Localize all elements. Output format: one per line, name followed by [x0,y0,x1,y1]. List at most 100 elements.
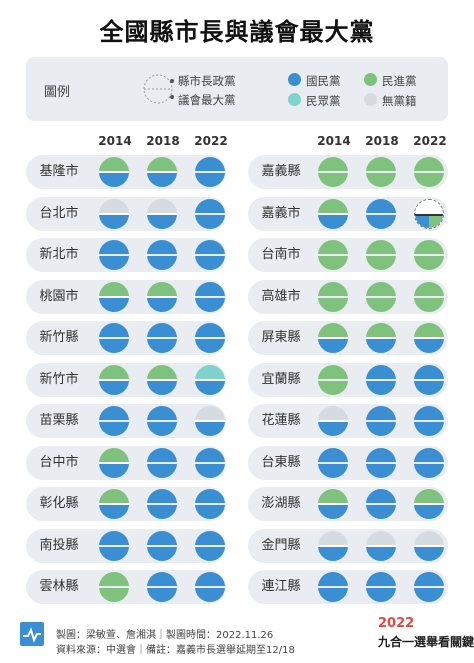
result-circle-2022 [195,157,225,187]
result-circle-2022 [414,489,444,519]
result-circle-2018 [147,240,177,270]
city-row: 桃園市 [26,279,226,314]
city-row: 台北市 [26,196,226,231]
ind-swatch-icon [364,93,377,106]
result-circle-2022 [195,323,225,353]
brand-name: 九合一選舉看關鍵 [378,635,474,649]
result-circle-2014 [99,447,129,478]
city-name: 嘉義市 [261,205,301,221]
city-name: 新竹縣 [39,330,79,345]
result-circle-2018 [366,572,396,602]
result-circle-2014 [99,364,129,395]
result-circle-2022 [414,157,444,187]
city-name: 桃園市 [39,288,79,304]
city-row: 新北市 [26,238,226,272]
city-row: 苗栗縣 [26,404,226,438]
result-circle-2014 [99,572,129,602]
city-name: 嘉義縣 [261,164,301,179]
result-circle-2018 [147,364,177,395]
city-row: 雲林縣 [26,570,226,604]
year-header-2014-right: 2014 [317,134,351,148]
city-row: 南投縣 [26,528,226,563]
result-circle-2022 [195,530,225,561]
result-circle-2018 [366,489,396,519]
result-circle-2018 [366,157,396,187]
result-circle-2018 [366,530,396,561]
result-circle-2018 [366,323,396,353]
city-name: 雲林縣 [39,579,79,594]
result-circle-2022 [414,198,444,229]
result-circle-2014 [318,198,348,229]
year-header-2018-left: 2018 [146,134,180,148]
result-circle-2014 [99,489,129,519]
brand-logo-icon [20,622,44,646]
result-circle-2022 [195,281,225,312]
result-circle-2018 [147,447,177,478]
city-row: 金門縣 [248,528,448,563]
city-row: 台中市 [26,445,226,480]
footer-source: 資料來源：中選會｜備註：嘉義市長選舉延期至12/18 [56,645,295,656]
result-circle-2022 [414,530,444,561]
city-name: 基隆市 [39,164,79,179]
city-row: 屏東縣 [248,321,448,355]
city-name: 南投縣 [39,537,79,553]
result-circle-2014 [318,572,348,602]
result-circle-2014 [318,530,348,561]
result-circle-2014 [318,447,348,478]
result-circle-2018 [147,406,177,436]
city-row: 澎湖縣 [248,487,448,521]
city-row: 嘉義市 [248,196,448,231]
legend-box: 圖例 縣市長政黨 議會最大黨 國民黨 民進黨 民眾黨 無黨籍 [26,57,448,121]
city-name: 屏東縣 [261,330,301,345]
city-name: 連江縣 [261,579,301,594]
legend-kmt: 國民黨 [306,74,341,88]
result-circle-2022 [195,406,225,436]
tpp-swatch-icon [288,93,301,106]
result-circle-2022 [195,240,225,270]
city-row: 嘉義縣 [248,155,448,189]
result-circle-2014 [99,198,129,229]
result-circle-2014 [318,489,348,519]
result-circle-2018 [366,281,396,312]
result-circle-2014 [318,281,348,312]
dpp-swatch-icon [364,73,377,86]
city-row: 新竹縣 [26,321,226,355]
city-name: 花蓮縣 [261,413,301,428]
result-circle-2018 [147,572,177,602]
legend-tpp: 民眾黨 [306,94,341,108]
result-circle-2014 [318,240,348,270]
city-row: 花蓮縣 [248,404,448,438]
result-circle-2018 [366,447,396,478]
city-name: 金門縣 [261,537,301,553]
result-circle-2014 [318,157,348,187]
result-circle-2022 [414,323,444,353]
city-name: 台東縣 [261,454,301,470]
result-circle-2018 [366,406,396,436]
city-row: 新竹市 [26,362,226,397]
kmt-swatch-icon [288,73,301,86]
result-circle-2018 [147,157,177,187]
result-circle-2022 [195,364,225,395]
city-name: 澎湖縣 [261,496,301,511]
result-circle-2018 [147,530,177,561]
city-name: 苗栗縣 [39,413,79,428]
city-name: 宜蘭縣 [261,371,301,387]
city-row: 基隆市 [26,155,226,189]
year-header-2022-right: 2022 [413,134,447,148]
result-circle-2018 [147,489,177,519]
city-name: 彰化縣 [39,496,79,511]
city-name: 台中市 [39,454,79,470]
result-circle-2018 [366,364,396,395]
city-name: 台南市 [261,247,301,262]
city-name: 高雄市 [261,288,301,304]
result-circle-2022 [195,572,225,602]
result-circle-2018 [147,281,177,312]
city-row: 高雄市 [248,279,448,314]
legend-dpp: 民進黨 [382,74,417,88]
result-circle-2022 [414,240,444,270]
city-row: 彰化縣 [26,487,226,521]
result-circle-2014 [99,240,129,270]
result-circle-2014 [99,323,129,353]
city-name: 台北市 [39,205,79,221]
year-header-2014-left: 2014 [98,134,132,148]
